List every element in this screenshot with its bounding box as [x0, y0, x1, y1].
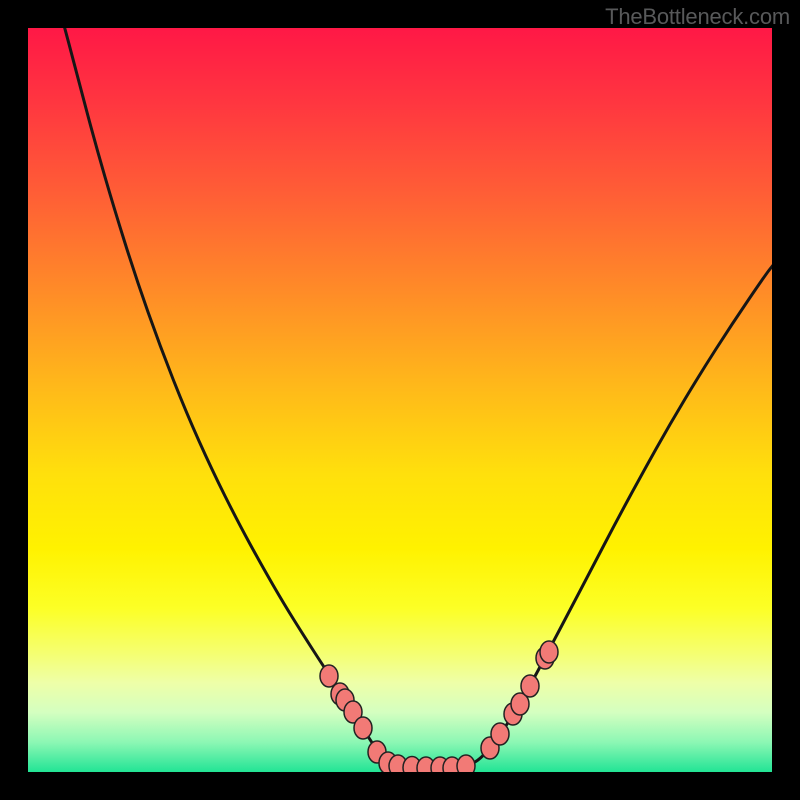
marker-point [354, 717, 372, 739]
bottleneck-curve [62, 28, 772, 768]
plot-area [28, 28, 772, 772]
watermark-text: TheBottleneck.com [605, 4, 790, 30]
marker-point [491, 723, 509, 745]
curve-layer [28, 28, 772, 772]
marker-point [457, 755, 475, 772]
marker-point [540, 641, 558, 663]
marker-point [521, 675, 539, 697]
marker-group [320, 641, 558, 772]
